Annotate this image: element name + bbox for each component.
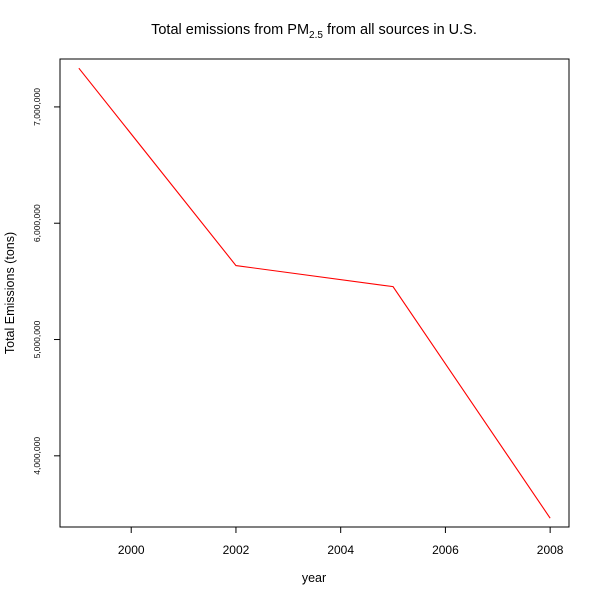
- chart-title-subscript: 2.5: [309, 30, 323, 41]
- chart-title: Total emissions from PM2.5 from all sour…: [151, 22, 477, 41]
- y-tick-label-5000000: 5,000,000: [32, 320, 42, 358]
- chart-title-prefix: Total emissions from PM: [151, 22, 309, 38]
- chart-title-suffix: from all sources in U.S.: [323, 22, 477, 38]
- x-tick-label-2000: 2000: [118, 543, 145, 557]
- y-axis: 4,000,000 5,000,000 6,000,000 7,000,000: [32, 88, 60, 475]
- series-layer: [78, 67, 551, 519]
- x-axis: 2000 2002 2004 2006 2008: [118, 527, 564, 557]
- x-tick-label-2002: 2002: [223, 543, 250, 557]
- series-line-0: [78, 67, 551, 519]
- x-tick-label-2004: 2004: [327, 543, 354, 557]
- plot-area-box: [59, 58, 570, 528]
- y-axis-label: Total Emissions (tons): [3, 232, 17, 354]
- x-axis-label: year: [302, 571, 326, 585]
- y-tick-label-6000000: 6,000,000: [32, 204, 42, 242]
- y-tick-label-4000000: 4,000,000: [32, 437, 42, 475]
- y-tick-label-7000000: 7,000,000: [32, 88, 42, 126]
- x-tick-label-2008: 2008: [537, 543, 564, 557]
- x-tick-label-2006: 2006: [432, 543, 459, 557]
